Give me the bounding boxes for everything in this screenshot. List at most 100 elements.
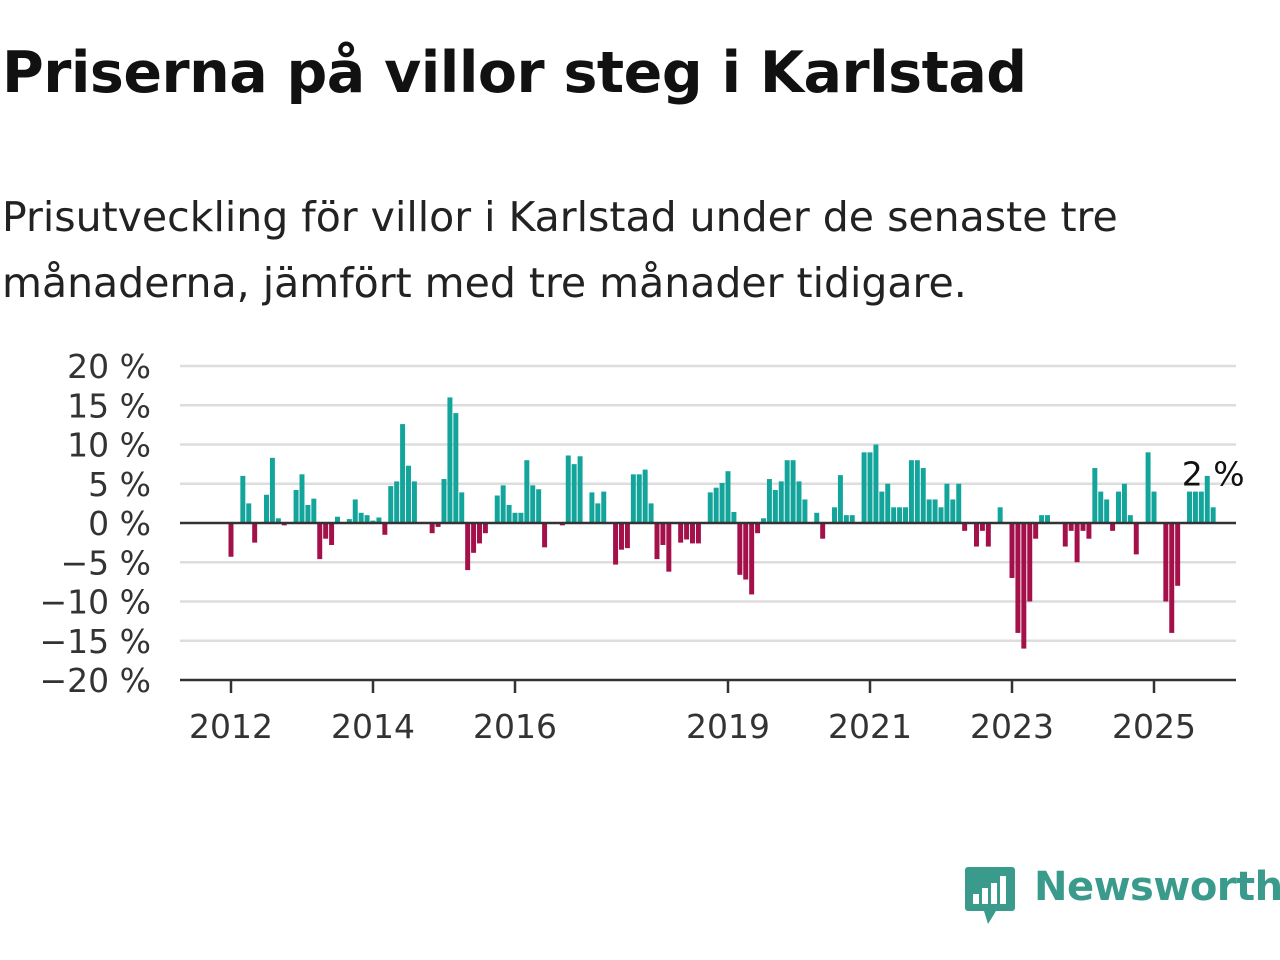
bar bbox=[240, 475, 246, 523]
bar bbox=[352, 499, 358, 523]
bar bbox=[595, 503, 601, 524]
bar bbox=[305, 504, 311, 523]
bar bbox=[1074, 523, 1080, 563]
bar bbox=[1062, 523, 1068, 547]
bar bbox=[761, 518, 766, 523]
bar bbox=[1104, 499, 1110, 523]
bar bbox=[518, 512, 524, 523]
bar bbox=[690, 523, 695, 544]
bar bbox=[1151, 491, 1157, 523]
bar bbox=[293, 490, 299, 523]
x-tick-label: 2021 bbox=[828, 707, 912, 746]
bar bbox=[1163, 523, 1169, 602]
bar bbox=[447, 397, 453, 523]
bar bbox=[926, 499, 932, 523]
newsworthy-logo-text: Newsworthy bbox=[1034, 864, 1280, 910]
bar bbox=[796, 481, 802, 523]
bar bbox=[1187, 491, 1192, 523]
bar bbox=[471, 523, 477, 553]
bar bbox=[843, 515, 849, 523]
bar bbox=[837, 475, 843, 523]
x-tick-label: 2012 bbox=[189, 707, 273, 746]
bar bbox=[394, 481, 400, 523]
bar bbox=[956, 483, 962, 523]
bar bbox=[252, 523, 258, 543]
axes bbox=[180, 521, 1236, 693]
bar bbox=[944, 483, 950, 523]
bar bbox=[269, 457, 275, 524]
bar bbox=[329, 523, 335, 545]
bar bbox=[589, 492, 595, 523]
bar bbox=[879, 491, 885, 523]
newsworthy-bar-chart-icon bbox=[965, 867, 1015, 924]
bar bbox=[228, 523, 234, 557]
bar bbox=[376, 517, 382, 523]
bar bbox=[494, 495, 500, 523]
bar bbox=[530, 485, 536, 523]
bar bbox=[536, 489, 542, 523]
bar bbox=[459, 492, 465, 523]
bar bbox=[346, 519, 352, 523]
bar bbox=[1009, 523, 1015, 578]
y-tick-label: 10 % bbox=[67, 426, 151, 465]
bar bbox=[1175, 523, 1181, 586]
bar bbox=[873, 444, 879, 523]
bar bbox=[903, 507, 908, 523]
bar bbox=[802, 499, 808, 523]
bar bbox=[1068, 523, 1074, 531]
x-tick-label: 2019 bbox=[686, 707, 770, 746]
bar bbox=[1021, 523, 1027, 649]
y-tick-label: 20 % bbox=[67, 347, 151, 386]
y-tick-label: −15 % bbox=[40, 622, 152, 661]
bar bbox=[861, 452, 867, 523]
bar bbox=[885, 483, 891, 523]
bar bbox=[743, 523, 749, 580]
x-tick-label: 2016 bbox=[473, 707, 557, 746]
bar bbox=[1198, 491, 1204, 523]
bar bbox=[849, 515, 855, 523]
x-tick-label: 2023 bbox=[970, 707, 1054, 746]
bar bbox=[524, 460, 530, 523]
bar bbox=[790, 460, 796, 523]
bar bbox=[719, 482, 725, 523]
bar bbox=[388, 486, 394, 524]
bar bbox=[364, 515, 370, 523]
bar bbox=[323, 523, 329, 539]
bar-chart: 20 %15 %10 %5 %0 %−5 %−10 %−15 %−20 % 20… bbox=[40, 347, 1245, 746]
bar bbox=[441, 479, 447, 523]
bar bbox=[938, 507, 944, 523]
bar bbox=[920, 468, 926, 523]
bar bbox=[707, 492, 713, 523]
annotations: 2 % bbox=[1182, 454, 1245, 493]
bar bbox=[772, 490, 778, 523]
bar bbox=[264, 494, 269, 523]
bar bbox=[1110, 523, 1116, 531]
bar bbox=[358, 512, 364, 523]
bar bbox=[684, 523, 690, 540]
bar bbox=[1145, 452, 1151, 523]
bar bbox=[624, 523, 630, 549]
bar bbox=[613, 523, 619, 565]
bar bbox=[755, 523, 761, 534]
bar bbox=[482, 523, 488, 534]
y-tick-label: −20 % bbox=[40, 661, 152, 700]
bar bbox=[1127, 515, 1133, 523]
bar bbox=[1121, 483, 1127, 523]
bar bbox=[666, 523, 672, 572]
x-tick-label: 2014 bbox=[331, 707, 415, 746]
bar bbox=[299, 474, 305, 523]
bar bbox=[814, 512, 820, 523]
bar bbox=[695, 523, 701, 544]
bar bbox=[1080, 523, 1086, 531]
bar bbox=[542, 523, 548, 548]
bar bbox=[985, 523, 991, 547]
bar bbox=[1039, 515, 1045, 523]
bar bbox=[654, 523, 660, 560]
bar bbox=[1192, 491, 1198, 523]
bar bbox=[979, 523, 985, 531]
bar bbox=[908, 460, 914, 523]
bar bbox=[506, 504, 512, 523]
bar bbox=[1169, 523, 1175, 633]
bar bbox=[601, 491, 607, 523]
bar bbox=[435, 523, 441, 527]
